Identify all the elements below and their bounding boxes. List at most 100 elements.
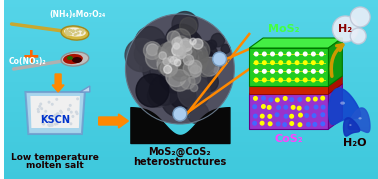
Circle shape — [37, 108, 39, 110]
Circle shape — [54, 116, 56, 118]
Circle shape — [158, 43, 177, 62]
Bar — [4, 173, 378, 176]
Bar — [4, 140, 378, 143]
Circle shape — [38, 111, 39, 112]
Circle shape — [167, 64, 184, 81]
Text: MoS₂: MoS₂ — [268, 24, 300, 34]
Circle shape — [51, 124, 53, 126]
Polygon shape — [249, 84, 342, 94]
Circle shape — [188, 44, 208, 64]
FancyArrow shape — [52, 74, 64, 92]
Circle shape — [297, 106, 301, 110]
Circle shape — [68, 29, 70, 30]
Circle shape — [307, 98, 310, 101]
Circle shape — [51, 122, 53, 124]
Circle shape — [171, 57, 180, 66]
Circle shape — [40, 103, 42, 105]
Circle shape — [290, 114, 293, 118]
Circle shape — [191, 84, 198, 92]
Circle shape — [168, 57, 176, 64]
Circle shape — [160, 64, 189, 93]
Circle shape — [172, 45, 183, 56]
Circle shape — [77, 29, 79, 31]
Polygon shape — [328, 76, 342, 94]
Polygon shape — [249, 48, 328, 86]
Circle shape — [69, 32, 70, 33]
Circle shape — [175, 44, 186, 55]
Circle shape — [169, 82, 195, 109]
Bar — [4, 23, 378, 27]
Circle shape — [180, 38, 192, 51]
Bar — [4, 17, 378, 21]
Ellipse shape — [72, 57, 82, 63]
Circle shape — [51, 116, 52, 118]
Circle shape — [143, 45, 159, 62]
Circle shape — [195, 46, 218, 70]
Circle shape — [167, 42, 201, 77]
Circle shape — [175, 45, 191, 61]
Circle shape — [68, 33, 69, 34]
Circle shape — [206, 47, 217, 59]
Circle shape — [81, 29, 82, 30]
Circle shape — [168, 56, 189, 77]
Circle shape — [67, 34, 68, 35]
Circle shape — [71, 30, 72, 32]
Circle shape — [162, 50, 172, 60]
Text: CoS₂: CoS₂ — [274, 134, 303, 144]
Circle shape — [198, 72, 218, 92]
Circle shape — [304, 52, 307, 56]
Circle shape — [161, 50, 167, 56]
Circle shape — [279, 78, 282, 82]
Circle shape — [189, 43, 196, 51]
Circle shape — [161, 57, 187, 83]
Circle shape — [279, 69, 282, 73]
FancyArrow shape — [99, 114, 129, 128]
Circle shape — [168, 47, 177, 55]
Circle shape — [70, 105, 71, 106]
Circle shape — [175, 61, 196, 82]
Circle shape — [67, 120, 68, 122]
Circle shape — [168, 65, 178, 74]
Bar — [4, 35, 378, 39]
Circle shape — [157, 40, 182, 65]
Circle shape — [312, 114, 316, 117]
Bar — [4, 41, 378, 45]
Circle shape — [144, 42, 161, 59]
Circle shape — [177, 50, 186, 58]
Bar — [4, 110, 378, 113]
Circle shape — [157, 55, 175, 73]
Circle shape — [183, 66, 194, 77]
Circle shape — [80, 29, 81, 30]
Polygon shape — [25, 92, 85, 134]
Circle shape — [125, 14, 234, 124]
Circle shape — [177, 45, 202, 70]
Circle shape — [161, 49, 190, 78]
Circle shape — [275, 113, 279, 117]
Bar — [4, 161, 378, 164]
Bar — [4, 62, 378, 66]
Circle shape — [287, 69, 291, 73]
Circle shape — [39, 106, 40, 107]
Circle shape — [60, 110, 62, 112]
Bar — [4, 176, 378, 179]
Circle shape — [165, 24, 198, 58]
Circle shape — [68, 34, 69, 35]
Circle shape — [67, 32, 68, 33]
Circle shape — [76, 33, 77, 35]
Circle shape — [77, 98, 78, 100]
Circle shape — [70, 123, 72, 125]
Circle shape — [179, 41, 201, 63]
Circle shape — [191, 59, 204, 72]
Text: KSCN: KSCN — [40, 115, 70, 125]
Circle shape — [253, 122, 256, 125]
Bar — [4, 137, 378, 140]
Bar — [4, 101, 378, 104]
Circle shape — [168, 56, 174, 62]
Circle shape — [175, 37, 182, 44]
Circle shape — [42, 115, 43, 117]
Circle shape — [134, 41, 160, 67]
Circle shape — [197, 52, 208, 63]
Circle shape — [287, 52, 291, 56]
Bar — [4, 53, 378, 57]
Circle shape — [56, 98, 57, 100]
